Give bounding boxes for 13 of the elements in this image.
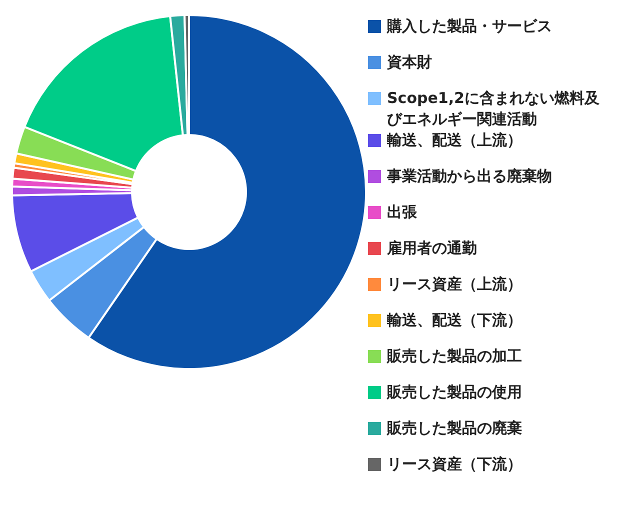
legend-label: 輸送、配送（上流） bbox=[387, 130, 523, 151]
legend-label: 購入した製品・サービス bbox=[387, 16, 553, 37]
legend-label: 販売した製品の加工 bbox=[387, 346, 523, 367]
legend-label: 販売した製品の使用 bbox=[387, 382, 523, 403]
legend-label: 販売した製品の廃棄 bbox=[387, 418, 523, 439]
legend-label: 輸送、配送（下流） bbox=[387, 310, 523, 331]
legend-label: 出張 bbox=[387, 202, 418, 223]
legend-label: Scope1,2に含まれない燃料及びエネルギー関連活動 bbox=[387, 88, 600, 130]
legend-label: リース資産（下流） bbox=[387, 454, 523, 475]
legend-label: リース資産（上流） bbox=[387, 274, 523, 295]
legend-label: 事業活動から出る廃棄物 bbox=[387, 166, 553, 187]
legend-label: 資本財 bbox=[387, 52, 433, 73]
legend-label: 雇用者の通勤 bbox=[387, 238, 478, 259]
